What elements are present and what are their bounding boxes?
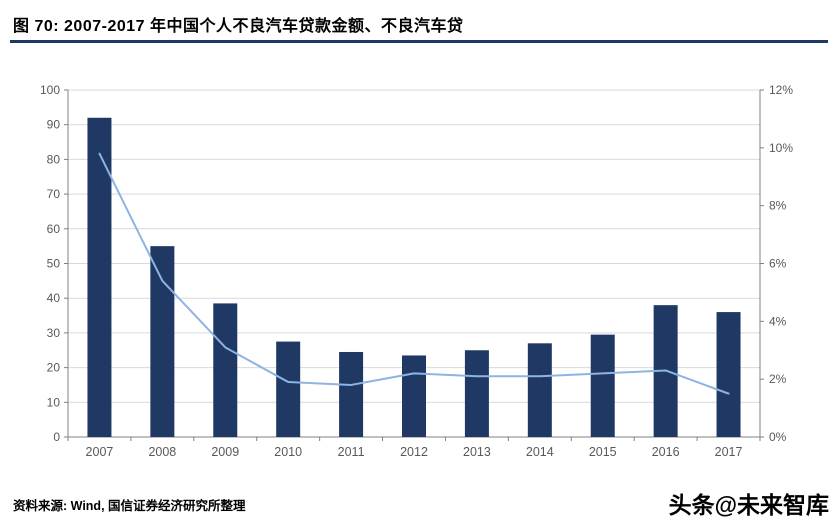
left-axis-tick-label: 20 <box>47 361 61 375</box>
right-axis-tick-label: 8% <box>769 199 787 213</box>
watermark: 头条@未来智库 <box>668 492 829 518</box>
x-axis-label: 2016 <box>652 445 680 459</box>
title-underline <box>10 40 828 43</box>
x-axis-label: 2013 <box>463 445 491 459</box>
bar <box>276 341 301 437</box>
x-axis-label: 2014 <box>526 445 554 459</box>
left-axis-tick-label: 70 <box>47 187 61 201</box>
bar <box>527 343 552 437</box>
x-axis-label: 2010 <box>274 445 302 459</box>
right-axis-tick-label: 0% <box>769 430 787 444</box>
left-axis-tick-label: 30 <box>47 326 61 340</box>
line-series <box>98 152 730 395</box>
x-axis-label: 2009 <box>211 445 239 459</box>
figure-title: 图 70: 2007-2017 年中国个人不良汽车贷款金额、不良汽车贷 <box>13 18 464 35</box>
x-axis-label: 2008 <box>148 445 176 459</box>
right-axis-tick-label: 12% <box>769 83 793 97</box>
x-axis-label: 2015 <box>589 445 617 459</box>
x-axis-label: 2017 <box>715 445 743 459</box>
chart: 0 10 20 30 40 50 60 70 80 90 100 0% 2% 4% 6% 8% 10% 12% 20… <box>40 83 793 459</box>
source-note: 资料来源: Wind, 国信证券经济研究所整理 <box>13 499 246 513</box>
left-axis-tick-label: 0 <box>53 430 60 444</box>
left-axis-tick-label: 90 <box>47 118 61 132</box>
bar <box>339 351 364 437</box>
right-axis-tick-label: 2% <box>769 372 787 386</box>
left-axis-tick-label: 100 <box>40 83 60 97</box>
x-axis-label: 2007 <box>86 445 114 459</box>
left-axis-tick-label: 50 <box>47 257 61 271</box>
left-axis-tick-label: 40 <box>47 291 61 305</box>
left-axis-tick-label: 10 <box>47 395 61 409</box>
bar <box>213 303 238 437</box>
left-axis-tick-label: 80 <box>47 152 61 166</box>
left-axis-tick-label: 60 <box>47 222 61 236</box>
right-axis-tick-label: 10% <box>769 141 793 155</box>
bar <box>402 355 426 437</box>
right-axis-tick-label: 6% <box>769 257 787 271</box>
bar <box>716 312 741 437</box>
bar <box>590 334 615 437</box>
bar <box>464 350 489 437</box>
x-axis-label: 2011 <box>338 445 365 459</box>
bar <box>150 246 175 437</box>
bar <box>87 117 112 437</box>
right-axis-tick-label: 4% <box>769 314 787 328</box>
x-axis-label: 2012 <box>400 445 428 459</box>
